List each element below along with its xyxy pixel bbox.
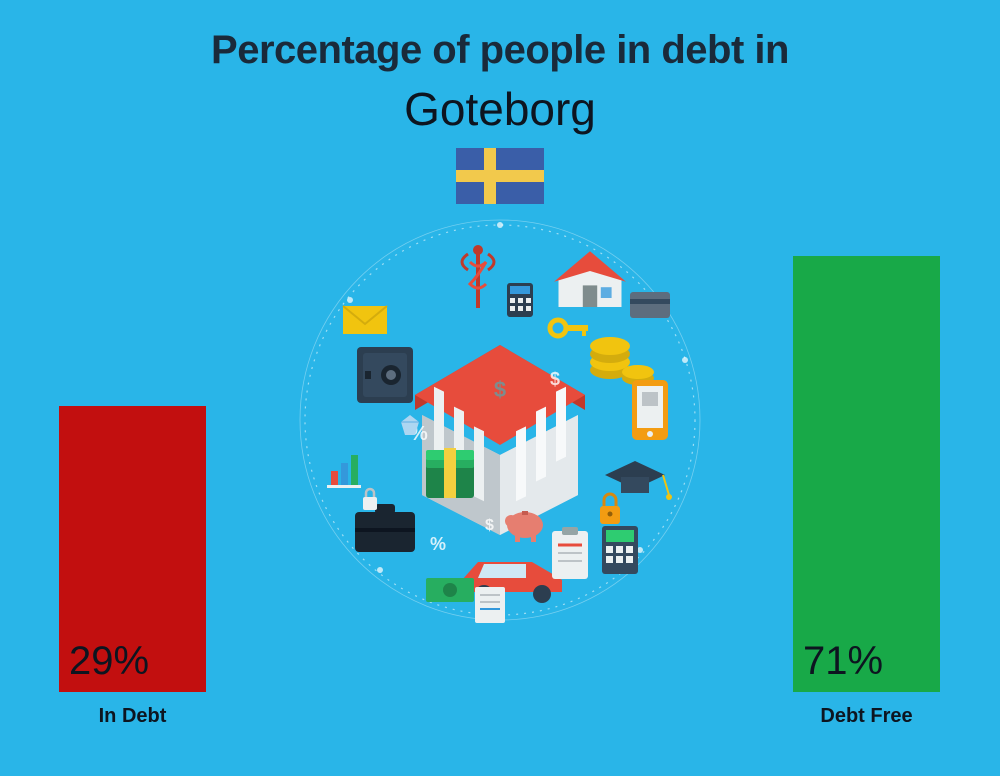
svg-text:%: % bbox=[430, 534, 446, 554]
bar-in-debt-label: In Debt bbox=[59, 705, 206, 728]
sweden-flag-icon bbox=[456, 148, 544, 204]
title-line2: Goteborg bbox=[0, 82, 1000, 136]
bar-in-debt-value: 29% bbox=[69, 639, 149, 684]
svg-text:$: $ bbox=[494, 377, 506, 402]
bar-in-debt: 29% bbox=[59, 406, 206, 692]
finance-illustration-icon: $ bbox=[290, 210, 710, 630]
bar-debt-free-label: Debt Free bbox=[793, 705, 940, 728]
bar-debt-free-value: 71% bbox=[803, 639, 883, 684]
bar-debt-free: 71% bbox=[793, 256, 940, 692]
title-line1: Percentage of people in debt in bbox=[0, 28, 1000, 73]
svg-text:$: $ bbox=[550, 369, 560, 389]
svg-text:$: $ bbox=[485, 517, 494, 534]
